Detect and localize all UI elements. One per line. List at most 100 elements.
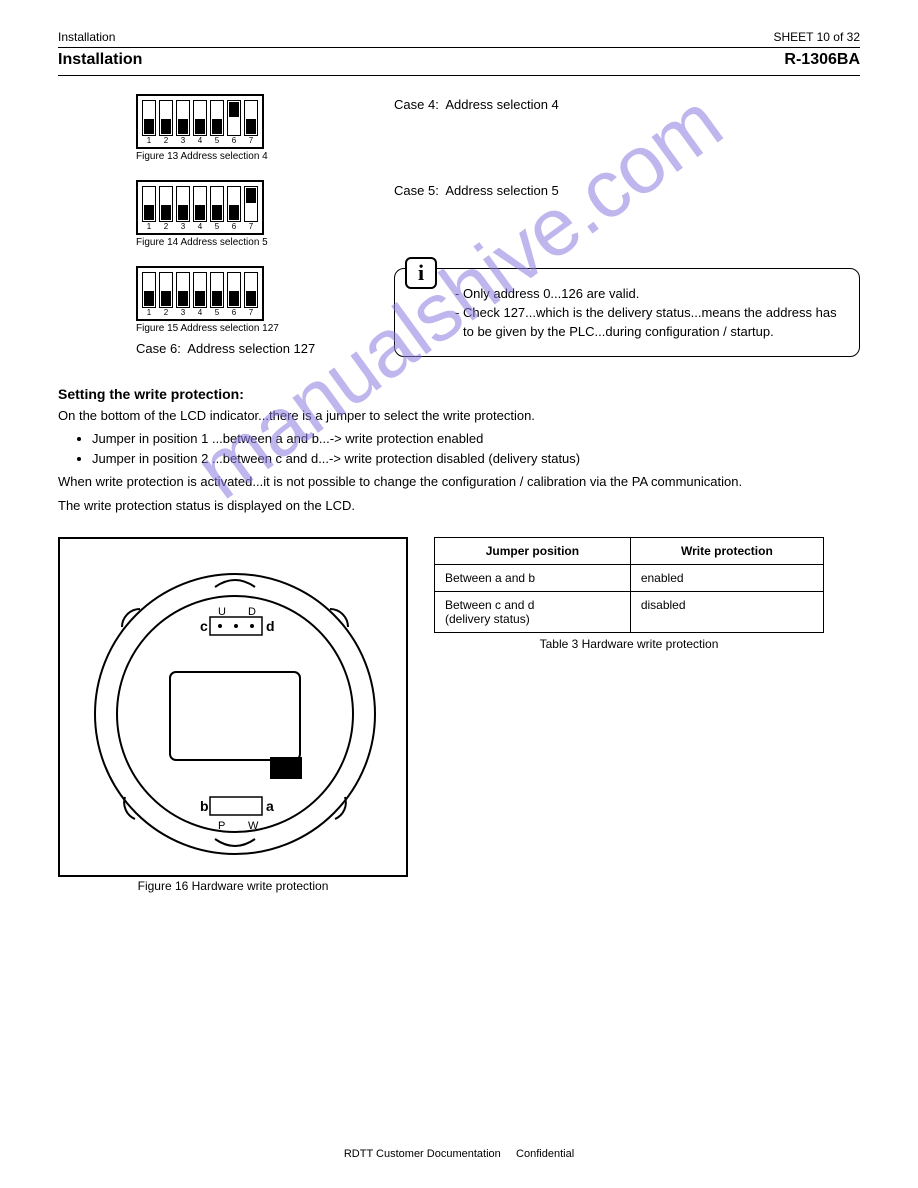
n: 3 (176, 308, 190, 317)
n: 4 (193, 136, 207, 145)
page-footer: RDTT Customer Documentation Confidential (58, 1148, 860, 1160)
tbl-head-2: Write protection (630, 538, 823, 565)
wp-bullet-1: Jumper in position 1 ...between a and b.… (92, 429, 860, 449)
header-sheet: SHEET 10 of 32 (774, 30, 861, 44)
dip2-sw7 (244, 186, 258, 222)
svg-text:P: P (218, 820, 225, 832)
callout-line-1: Only address 0...126 are valid. (463, 285, 841, 304)
callout-line-2: Check 127...which is the delivery status… (463, 304, 841, 342)
n: 3 (176, 222, 190, 231)
dip2-sw1 (142, 186, 156, 222)
n: 2 (159, 136, 173, 145)
n: 1 (142, 222, 156, 231)
svg-text:d: d (266, 618, 275, 634)
svg-text:U: U (218, 606, 226, 618)
svg-text:W: W (248, 820, 259, 832)
dip-switch-3: 1 2 3 4 5 6 7 (136, 266, 264, 321)
wp-intro-2: When write protection is activated...it … (58, 472, 860, 492)
dip2-caption: Figure 14 Address selection 5 (136, 237, 348, 248)
tbl-head-1: Jumper position (435, 538, 631, 565)
dip2-sw5 (210, 186, 224, 222)
n: 2 (159, 222, 173, 231)
n: 4 (193, 308, 207, 317)
tbl-r2c1: Between c and d (delivery status) (435, 592, 631, 633)
dip3-sw2 (159, 272, 173, 308)
case5-label: Case 5 (394, 183, 435, 198)
info-callout: i Only address 0...126 are valid. Check … (394, 268, 860, 357)
case4-label: Case 4 (394, 97, 435, 112)
case6-text: Address selection 127 (187, 341, 315, 356)
case6-label: Case 6 (136, 341, 177, 356)
n: 5 (210, 136, 224, 145)
lcd-svg: c d U D b a P W (60, 539, 408, 877)
dip1-sw2 (159, 100, 173, 136)
dip-row-1: 1 2 3 4 5 6 7 Figure 13 Address selectio… (58, 94, 860, 162)
lower-row: c d U D b a P W Figure 16 Hardware write… (58, 537, 860, 893)
dip1-sw7 (244, 100, 258, 136)
n: 6 (227, 308, 241, 317)
dip2-sw6 (227, 186, 241, 222)
tbl-r1c2: enabled (630, 565, 823, 592)
dip-switch-1: 1 2 3 4 5 6 7 (136, 94, 264, 149)
n: 3 (176, 136, 190, 145)
n: 7 (244, 308, 258, 317)
dip1-caption: Figure 13 Address selection 4 (136, 151, 348, 162)
dip1-sw5 (210, 100, 224, 136)
dip3-sw5 (210, 272, 224, 308)
header-section-bold: Installation (58, 51, 142, 69)
tbl-r1c1: Between a and b (435, 565, 631, 592)
footer-link: Confidential (516, 1148, 574, 1160)
dip-row-3: 1 2 3 4 5 6 7 Figure 15 Address selectio… (58, 266, 860, 358)
dip2-numbers: 1 2 3 4 5 6 7 (142, 222, 258, 231)
figure-caption: Figure 16 Hardware write protection (58, 879, 408, 893)
dip3-caption: Figure 15 Address selection 127 (136, 323, 348, 334)
dip3-sw6 (227, 272, 241, 308)
dip2-sw3 (176, 186, 190, 222)
case4-text: Address selection 4 (445, 97, 558, 112)
svg-text:D: D (248, 606, 256, 618)
wp-title: Setting the write protection: (58, 386, 860, 402)
dip3-sw1 (142, 272, 156, 308)
dip1-numbers: 1 2 3 4 5 6 7 (142, 136, 258, 145)
svg-text:c: c (200, 618, 208, 634)
header-section-label: Installation (58, 30, 115, 44)
dip3-sw7 (244, 272, 258, 308)
dip3-numbers: 1 2 3 4 5 6 7 (142, 308, 258, 317)
wp-intro-1: On the bottom of the LCD indicator...the… (58, 406, 860, 426)
n: 1 (142, 136, 156, 145)
svg-text:a: a (266, 798, 274, 814)
n: 6 (227, 222, 241, 231)
lcd-figure: c d U D b a P W (58, 537, 408, 877)
svg-text:b: b (200, 798, 209, 814)
dip3-sw3 (176, 272, 190, 308)
table-caption: Table 3 Hardware write protection (434, 637, 824, 651)
n: 6 (227, 136, 241, 145)
n: 2 (159, 308, 173, 317)
dip1-sw1 (142, 100, 156, 136)
tbl-r2c2: disabled (630, 592, 823, 633)
dip-row-2: 1 2 3 4 5 6 7 Figure 14 Address selectio… (58, 180, 860, 248)
n: 5 (210, 222, 224, 231)
dip2-sw4 (193, 186, 207, 222)
dip1-sw3 (176, 100, 190, 136)
dip2-sw2 (159, 186, 173, 222)
dip1-sw6 (227, 100, 241, 136)
dip1-sw4 (193, 100, 207, 136)
header-top-row: Installation SHEET 10 of 32 (58, 30, 860, 48)
dip3-sw4 (193, 272, 207, 308)
wp-table: Jumper position Write protection Between… (434, 537, 824, 633)
wp-bullet-2: Jumper in position 2 ...between c and d.… (92, 449, 860, 469)
wp-intro-3: The write protection status is displayed… (58, 496, 860, 516)
header-model: R-1306BA (784, 51, 860, 69)
n: 4 (193, 222, 207, 231)
header-sub-row: Installation R-1306BA (58, 51, 860, 76)
footer-text: RDTT Customer Documentation (344, 1148, 501, 1160)
n: 1 (142, 308, 156, 317)
n: 7 (244, 136, 258, 145)
case5-text: Address selection 5 (445, 183, 558, 198)
n: 7 (244, 222, 258, 231)
wp-bullets: Jumper in position 1 ...between a and b.… (58, 429, 860, 468)
dip-switch-2: 1 2 3 4 5 6 7 (136, 180, 264, 235)
info-icon: i (405, 257, 437, 289)
n: 5 (210, 308, 224, 317)
